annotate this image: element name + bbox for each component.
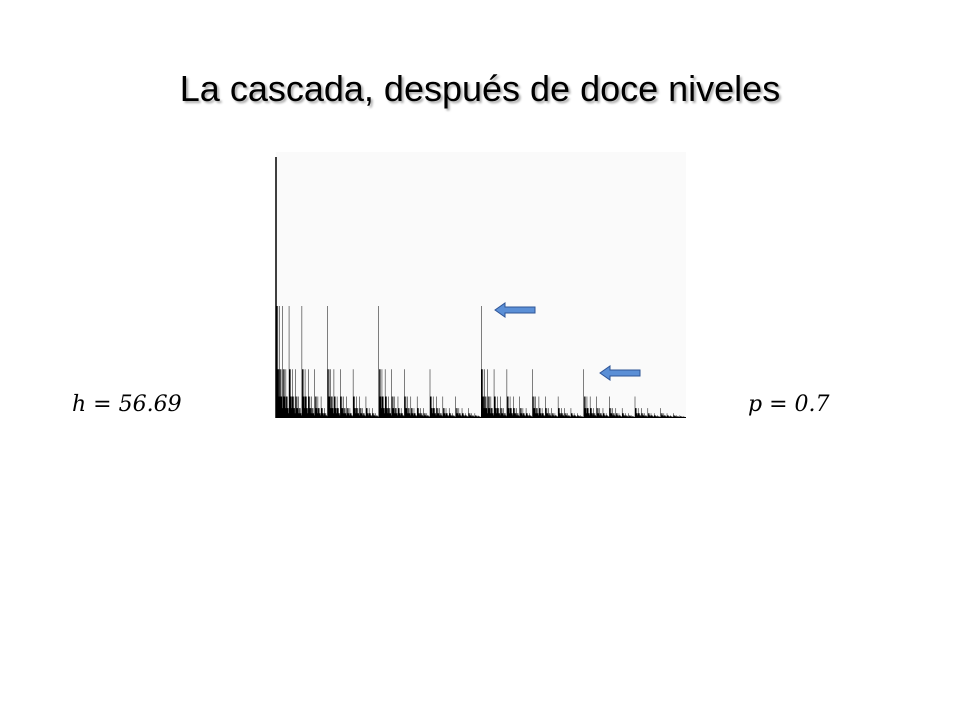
arrow xyxy=(599,365,641,381)
slide-title: La cascada, después de doce niveles xyxy=(179,68,781,109)
h-label: h = 56.69 xyxy=(72,392,182,417)
p-label: p = 0.7 xyxy=(748,392,830,417)
arrow xyxy=(494,302,536,318)
